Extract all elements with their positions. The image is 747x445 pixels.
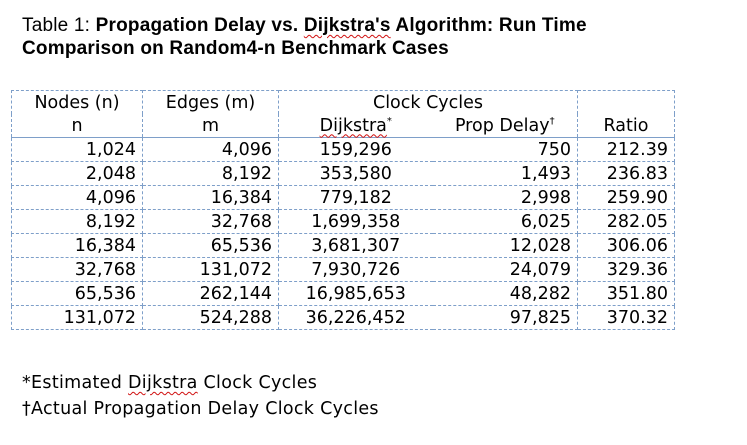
caption-title-part-b: Algorithm: Run Time [390, 15, 587, 36]
cell-ratio: 236.83 [577, 161, 675, 186]
cell-prop-delay: 24,079 [432, 257, 578, 282]
caption-line-2: Comparison on Random4-n Benchmark Cases [22, 38, 449, 59]
cell-nodes: 65,536 [11, 281, 143, 306]
caption-line-1: Table 1: Propagation Delay vs. Dijkstra'… [22, 14, 587, 37]
dijkstra-footnote-mark: * [386, 115, 392, 127]
header-prop-delay: Prop Delay† [432, 114, 578, 138]
cell-ratio: 329.36 [577, 257, 675, 282]
cell-edges: 262,144 [142, 281, 279, 306]
cell-dijkstra: 36,226,452 [278, 305, 433, 330]
caption-prefix: Table 1: [22, 15, 96, 36]
cell-edges: 16,384 [142, 185, 279, 210]
header-ratio: Ratio [577, 114, 675, 138]
cell-dijkstra: 353,580 [278, 161, 433, 186]
table-row: 16,384 65,536 3,681,307 12,028 306.06 [11, 233, 675, 258]
cell-nodes: 16,384 [11, 233, 143, 258]
cell-edges: 4,096 [142, 137, 279, 162]
table-caption: Table 1: Propagation Delay vs. Dijkstra'… [22, 14, 587, 60]
table-row: 4,096 16,384 779,182 2,998 259.90 [11, 185, 675, 210]
footnote-prop-delay: †Actual Propagation Delay Clock Cycles [22, 399, 379, 419]
cell-nodes: 32,768 [11, 257, 143, 282]
cell-nodes: 8,192 [11, 209, 143, 234]
prop-footnote-mark: † [549, 115, 555, 127]
table-row: 131,072 524,288 36,226,452 97,825 370.32 [11, 305, 675, 330]
table-row: 8,192 32,768 1,699,358 6,025 282.05 [11, 209, 675, 234]
comparison-table: Nodes (n) Edges (m) Clock Cycles n m Dij… [11, 90, 675, 330]
cell-ratio: 259.90 [577, 185, 675, 210]
cell-prop-delay: 1,493 [432, 161, 578, 186]
header-n: n [11, 114, 143, 138]
cell-edges: 524,288 [142, 305, 279, 330]
header-dijkstra: Dijkstra* [278, 114, 433, 138]
caption-title-part-a: Propagation Delay vs. [95, 15, 304, 36]
cell-prop-delay: 48,282 [432, 281, 578, 306]
caption-title-dijkstra: Dijkstra's [303, 15, 391, 36]
cell-nodes: 1,024 [11, 137, 143, 162]
header-edges: Edges (m) [142, 90, 279, 114]
cell-prop-delay: 2,998 [432, 185, 578, 210]
table-row: 65,536 262,144 16,985,653 48,282 351.80 [11, 281, 675, 306]
cell-ratio: 351.80 [577, 281, 675, 306]
cell-dijkstra: 16,985,653 [278, 281, 433, 306]
header-ratio-blank [577, 90, 675, 114]
cell-dijkstra: 7,930,726 [278, 257, 433, 282]
cell-edges: 131,072 [142, 257, 279, 282]
cell-dijkstra: 779,182 [278, 185, 433, 210]
cell-dijkstra: 3,681,307 [278, 233, 433, 258]
header-nodes: Nodes (n) [11, 90, 143, 114]
table-row: 1,024 4,096 159,296 750 212.39 [11, 137, 675, 162]
cell-ratio: 212.39 [577, 137, 675, 162]
cell-nodes: 131,072 [11, 305, 143, 330]
cell-dijkstra: 159,296 [278, 137, 433, 162]
header-clock-cycles: Clock Cycles [278, 90, 578, 114]
cell-prop-delay: 6,025 [432, 209, 578, 234]
table-row: 32,768 131,072 7,930,726 24,079 329.36 [11, 257, 675, 282]
cell-ratio: 306.06 [577, 233, 675, 258]
header-row-1: Nodes (n) Edges (m) Clock Cycles [11, 90, 675, 114]
cell-prop-delay: 97,825 [432, 305, 578, 330]
table-row: 2,048 8,192 353,580 1,493 236.83 [11, 161, 675, 186]
cell-edges: 65,536 [142, 233, 279, 258]
cell-nodes: 4,096 [11, 185, 143, 210]
cell-ratio: 370.32 [577, 305, 675, 330]
cell-ratio: 282.05 [577, 209, 675, 234]
footnote-dijkstra: *Estimated Dijkstra Clock Cycles [22, 373, 318, 393]
header-m: m [142, 114, 279, 138]
header-row-2: n m Dijkstra* Prop Delay† Ratio [11, 114, 675, 138]
cell-nodes: 2,048 [11, 161, 143, 186]
cell-edges: 8,192 [142, 161, 279, 186]
cell-dijkstra: 1,699,358 [278, 209, 433, 234]
cell-edges: 32,768 [142, 209, 279, 234]
cell-prop-delay: 12,028 [432, 233, 578, 258]
cell-prop-delay: 750 [432, 137, 578, 162]
